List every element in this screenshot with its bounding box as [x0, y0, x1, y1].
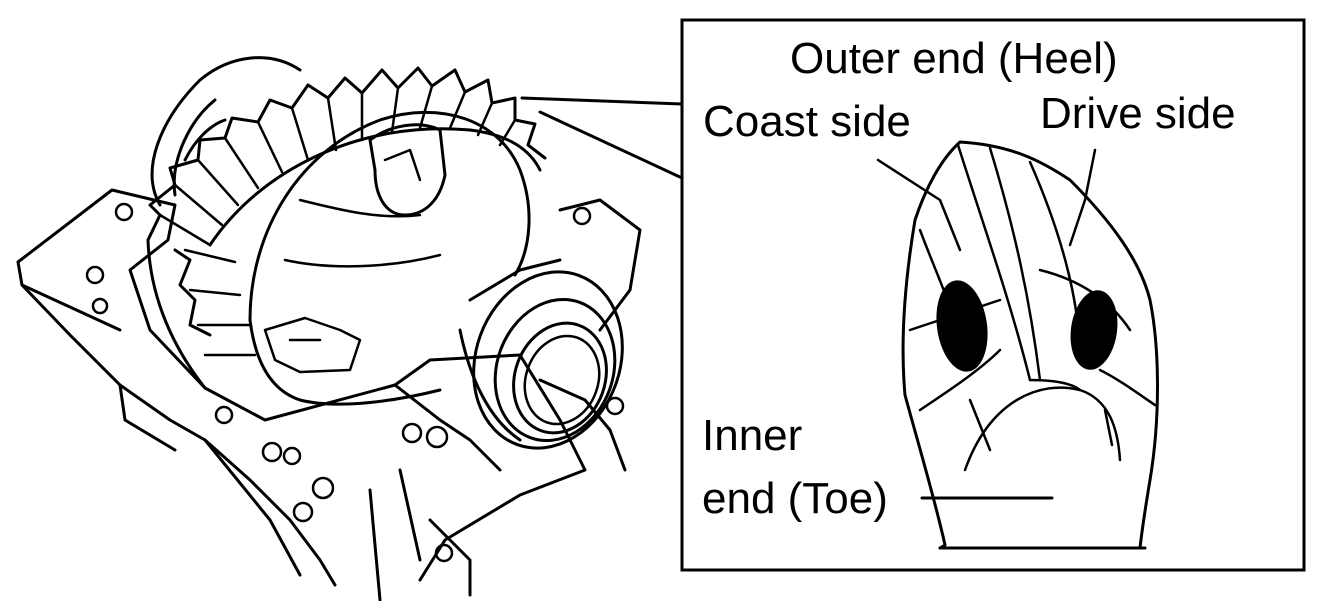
- drive-side-label: Drive side: [1040, 89, 1236, 138]
- detail-frame: [680, 18, 1306, 572]
- inner-end-label-line2: end (Toe): [702, 474, 888, 523]
- coast-side-label: Coast side: [703, 97, 911, 146]
- coast-side-contact-patch: [936, 280, 988, 372]
- differential-case: [248, 110, 531, 322]
- inner-end-label-line1: Inner: [702, 411, 802, 460]
- coast-side-pointer: [876, 158, 962, 252]
- differential-assembly-illustration: [16, 56, 642, 601]
- left-bearing-cap: [150, 56, 302, 207]
- gear-tooth-outline: [901, 140, 1159, 550]
- gear-tooth-lines: [158, 84, 517, 357]
- ring-gear-teeth: [146, 66, 547, 242]
- bolt-holes: [85, 202, 625, 563]
- carrier-flange: [16, 188, 587, 587]
- outer-end-label: Outer end (Heel): [790, 34, 1118, 83]
- drive-side-pointer: [1068, 148, 1097, 247]
- drive-side-contact-patch: [1070, 290, 1118, 370]
- side-bearing: [458, 258, 624, 450]
- tooth-contact-detail: [680, 18, 1306, 572]
- leader-lines: [520, 96, 684, 180]
